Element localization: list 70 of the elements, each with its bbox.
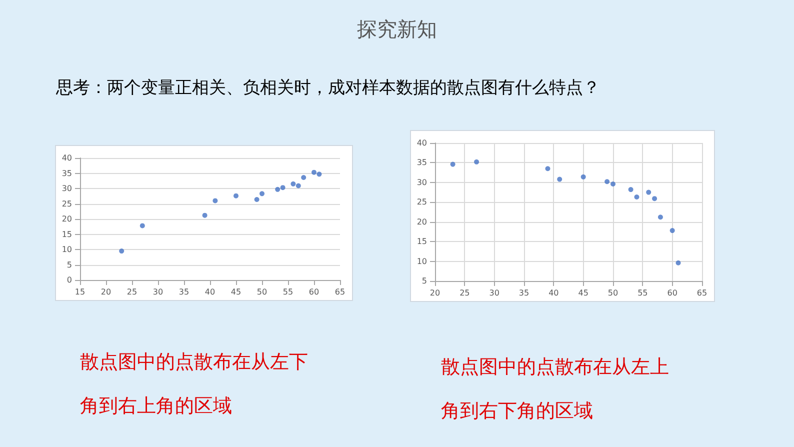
point (628, 187, 634, 192)
point (119, 248, 124, 254)
point (658, 214, 663, 220)
point (670, 228, 675, 234)
x-tick-label: 55 (638, 288, 648, 298)
x-tick-label: 35 (518, 288, 530, 298)
y-tick-label: 30 (416, 178, 427, 187)
y-tick-label: 35 (62, 168, 72, 178)
y-tick-label: 10 (62, 245, 72, 254)
point (312, 170, 316, 175)
point (301, 175, 306, 180)
x-tick-label: 45 (578, 288, 588, 298)
y-tick-label: 5 (66, 260, 72, 270)
x-tick-label: 65 (334, 288, 346, 296)
x-tick-label: 40 (204, 288, 216, 296)
point (260, 191, 264, 196)
y-tick-label: 40 (62, 154, 72, 162)
y-tick-label: 15 (416, 237, 427, 246)
x-tick-label: 60 (308, 288, 320, 296)
x-tick-label: 50 (608, 288, 618, 298)
x-tick-label: 30 (152, 288, 164, 296)
point (474, 159, 480, 164)
y-tick-label: 20 (416, 217, 427, 226)
point (545, 166, 550, 172)
x-tick-label: 25 (460, 288, 470, 298)
y-tick-label: 15 (62, 230, 72, 239)
point (450, 162, 456, 167)
point (280, 185, 286, 190)
x-tick-label: 25 (126, 288, 138, 296)
point (646, 190, 652, 195)
x-tick-label: 65 (696, 288, 708, 298)
y-tick-label: 35 (416, 158, 427, 168)
text: 散点图中的点散布在从左上角到右下角的区域 (441, 355, 670, 424)
y-tick-label: 20 (62, 214, 72, 224)
y-tick-label: 10 (416, 256, 427, 266)
x-tick-label: 30 (489, 288, 500, 298)
y-tick-label: 25 (416, 198, 427, 207)
point (610, 182, 616, 187)
x-tick-label: 20 (430, 288, 440, 298)
point (275, 186, 280, 192)
x-tick-label: 45 (230, 288, 242, 296)
point (676, 260, 681, 266)
point (557, 176, 562, 182)
point (634, 194, 640, 200)
point (140, 223, 145, 228)
text: 思考：两个变量正相关、负相关时，成对样本数据的散点图有什么特点？ (56, 77, 600, 99)
point (254, 196, 260, 202)
point (212, 198, 218, 204)
y-tick-label: 40 (416, 138, 427, 148)
point (652, 196, 658, 202)
y-tick-label: 5 (422, 276, 427, 286)
text: 散点图中的点散布在从左下角到右上角的区域 (80, 350, 309, 419)
y-tick-label: 30 (62, 184, 72, 193)
point (202, 212, 208, 218)
x-tick-label: 40 (548, 288, 559, 298)
x-tick-label: 15 (74, 288, 86, 296)
y-tick-label: 0 (66, 276, 72, 284)
point (580, 174, 586, 180)
text: 探究新知 (356, 16, 438, 43)
point (234, 193, 238, 198)
x-tick-label: 35 (178, 288, 190, 296)
y-tick-label: 25 (62, 199, 72, 208)
point (604, 179, 610, 184)
x-tick-label: 60 (667, 288, 678, 298)
point (316, 172, 322, 177)
x-tick-label: 50 (256, 288, 268, 296)
point (290, 181, 296, 186)
x-tick-label: 20 (100, 288, 112, 296)
point (296, 183, 301, 188)
x-tick-label: 55 (282, 288, 294, 296)
